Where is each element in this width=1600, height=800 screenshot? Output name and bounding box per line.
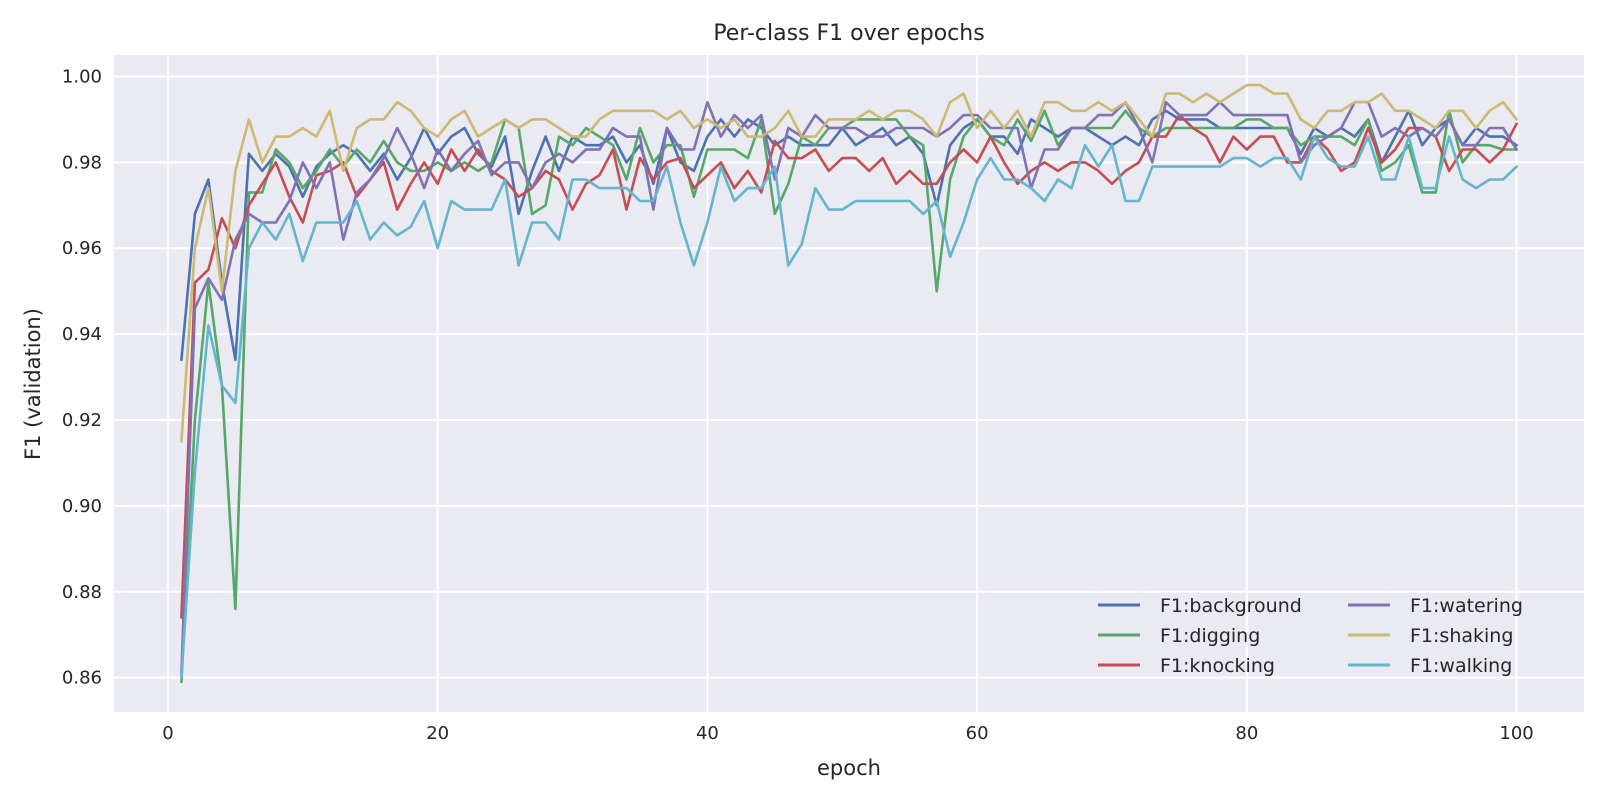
legend-item-digging: F1:digging: [1098, 625, 1260, 647]
series-line-walking: [180, 135, 1518, 679]
series-line-shaking: [180, 83, 1518, 443]
y-tick-label: 0.88: [62, 582, 102, 603]
x-axis-label: epoch: [817, 756, 881, 780]
x-tick-label: 60: [966, 723, 989, 744]
tick-labels: 0 20 40 60 80 100 0.86 0.88 0.90 0.92 0.94 0.96 0.98…: [62, 66, 1534, 744]
legend-label: F1:knocking: [1160, 655, 1275, 677]
x-tick-label: 80: [1235, 723, 1258, 744]
y-tick-label: 0.92: [62, 410, 102, 431]
y-tick-label: 0.86: [62, 668, 102, 689]
legend-label: F1:digging: [1160, 625, 1260, 647]
legend-item-watering: F1:watering: [1348, 595, 1523, 617]
grid-lines: [114, 55, 1584, 712]
legend-item-shaking: F1:shaking: [1348, 625, 1513, 647]
series-lines: [180, 83, 1518, 684]
legend-label: F1:background: [1160, 595, 1302, 617]
legend-item-knocking: F1:knocking: [1098, 655, 1275, 677]
legend-item-background: F1:background: [1098, 595, 1302, 617]
x-tick-label: 100: [1499, 723, 1533, 744]
legend-label: F1:shaking: [1410, 625, 1513, 647]
y-tick-label: 0.90: [62, 496, 102, 517]
y-tick-label: 1.00: [62, 66, 102, 87]
y-tick-label: 0.98: [62, 152, 102, 173]
x-tick-label: 40: [696, 723, 719, 744]
y-tick-label: 0.94: [62, 324, 102, 345]
series-line-knocking: [180, 113, 1518, 619]
y-axis-label: F1 (validation): [21, 308, 45, 460]
legend-label: F1:walking: [1410, 655, 1512, 677]
legend-label: F1:watering: [1410, 595, 1523, 617]
series-line-watering: [180, 100, 1518, 675]
legend-item-walking: F1:walking: [1348, 655, 1512, 677]
legend: F1:background F1:digging F1:knocking F1:wat…: [1098, 595, 1523, 677]
x-tick-label: 0: [162, 723, 173, 744]
chart-title: Per-class F1 over epochs: [713, 21, 984, 46]
y-tick-label: 0.96: [62, 238, 102, 259]
x-tick-label: 20: [426, 723, 449, 744]
